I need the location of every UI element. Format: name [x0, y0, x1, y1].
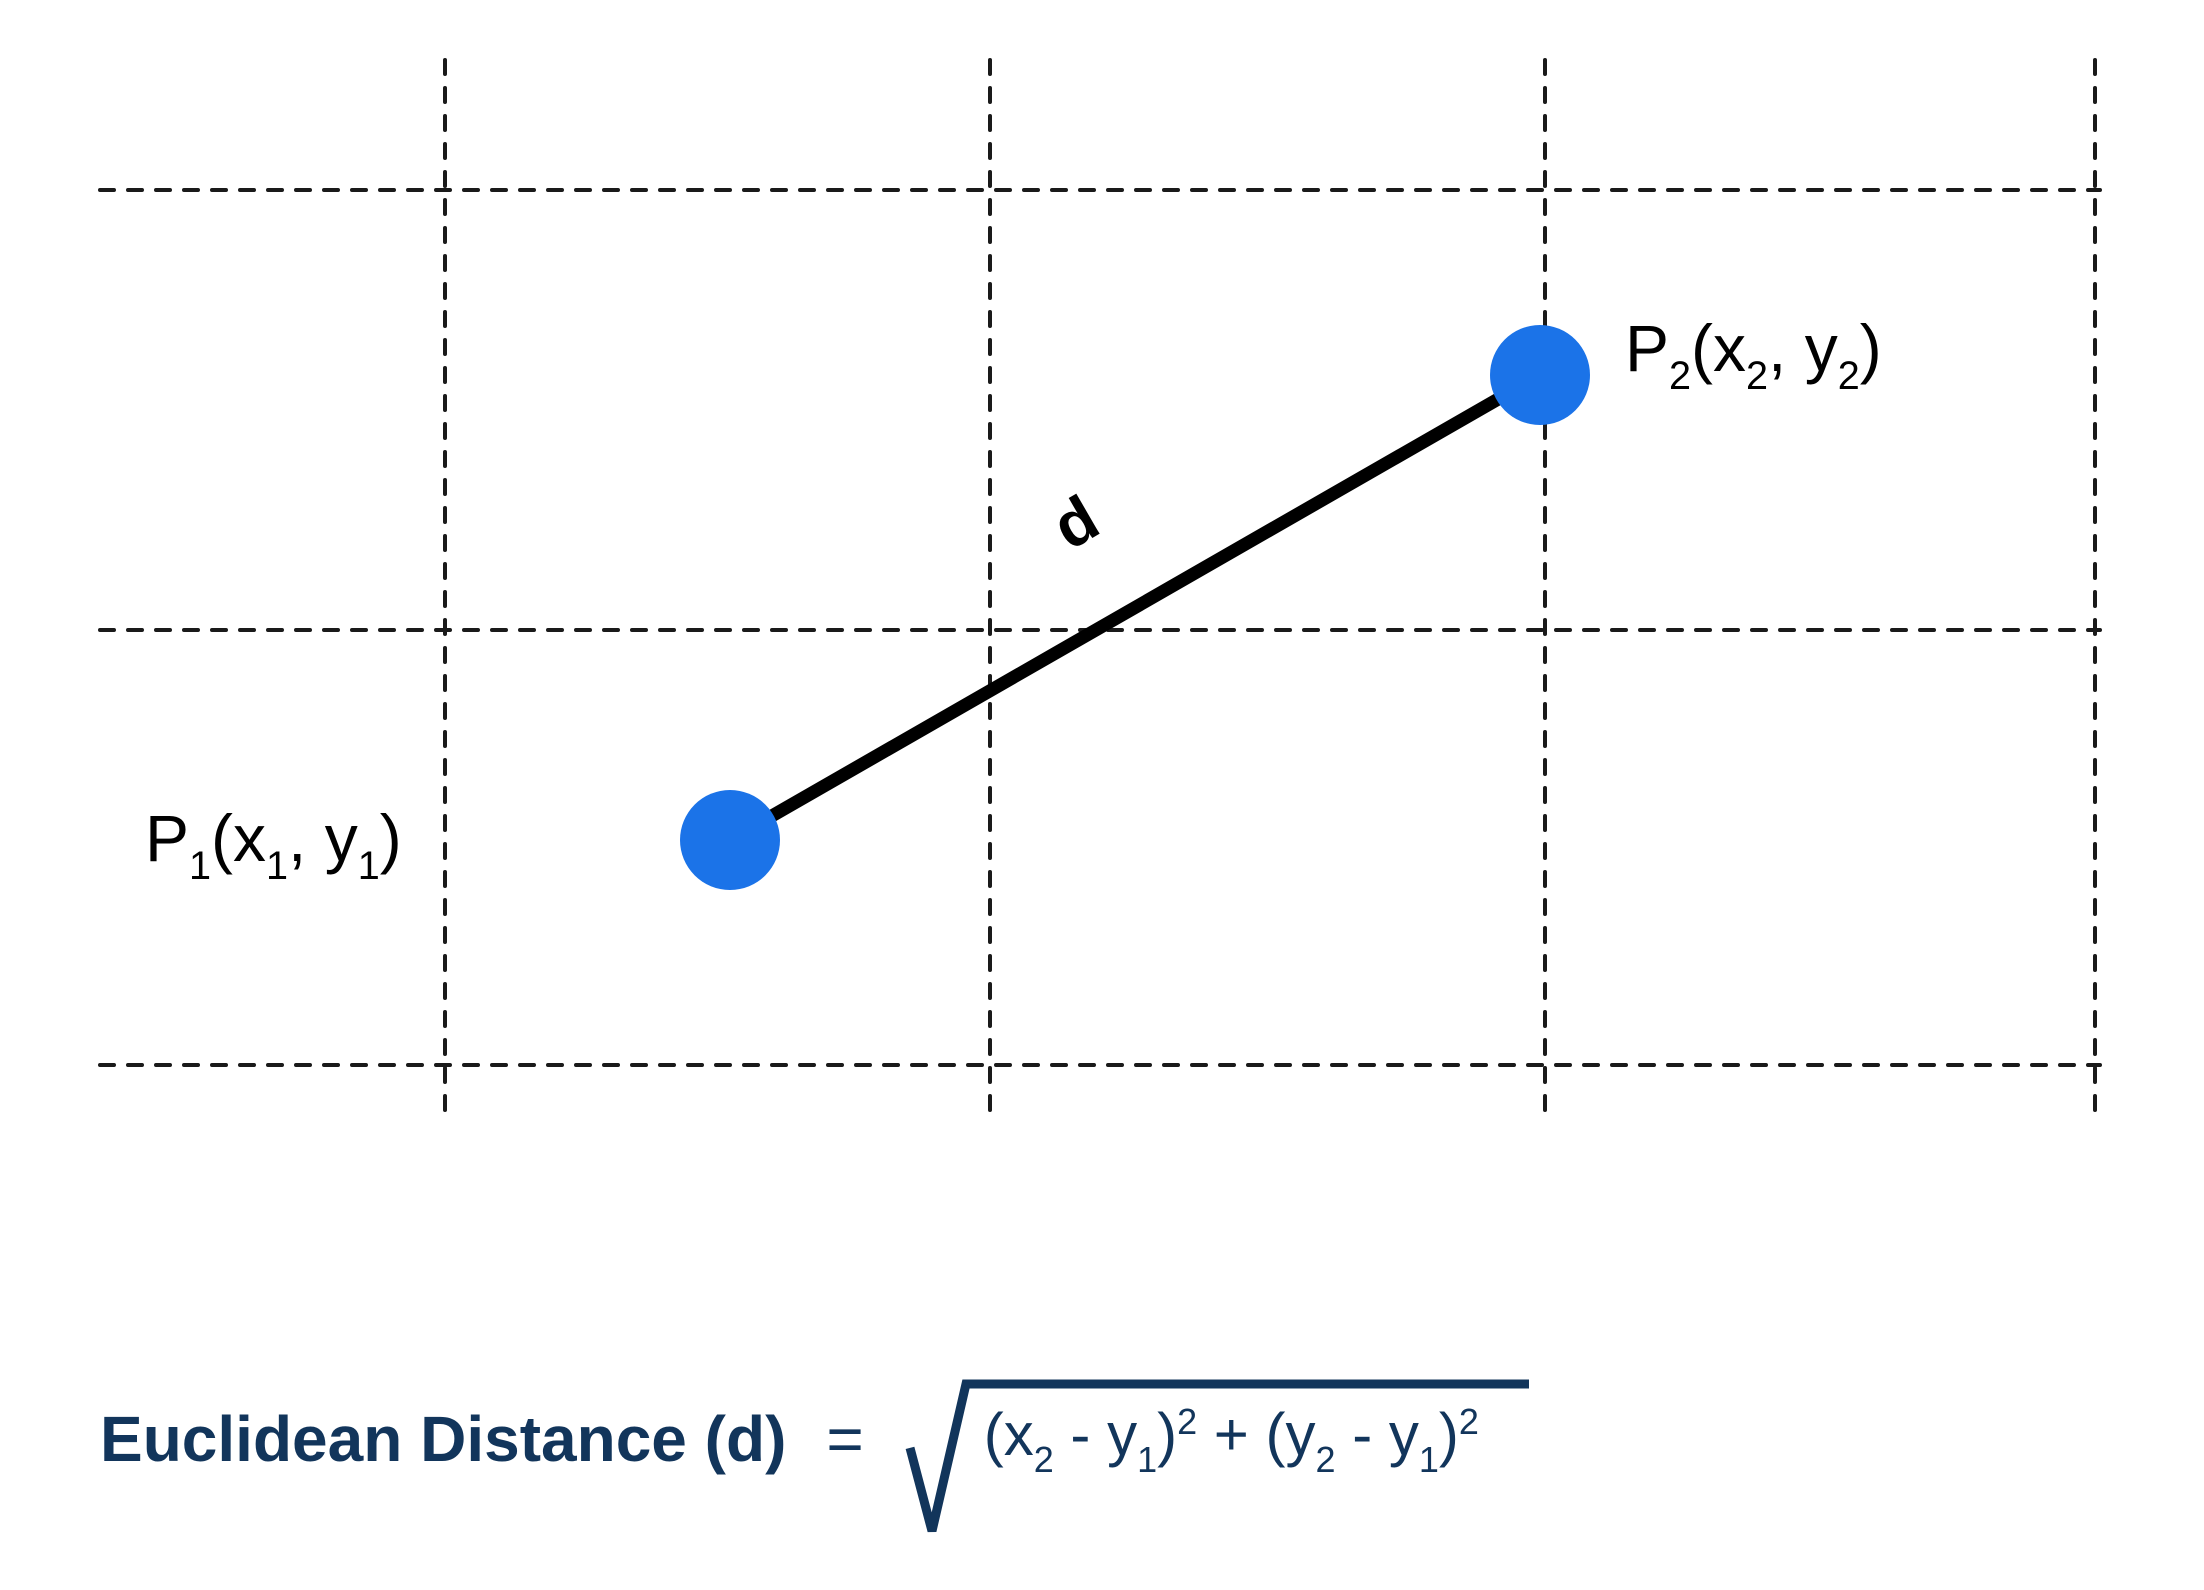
t1-sub1: 2 [1034, 1439, 1054, 1480]
p2-sub1: 2 [1669, 354, 1691, 398]
equals-sign: = [826, 1402, 863, 1476]
p2-base: P [1625, 311, 1669, 385]
p1-sub1: 1 [189, 844, 211, 888]
p1-subx: 1 [266, 844, 288, 888]
p1-open: (x [211, 801, 266, 875]
t1-sub2: 1 [1137, 1439, 1157, 1480]
point-p1-label: P1(x1, y1) [145, 800, 402, 885]
p1-suby: 1 [358, 844, 380, 888]
coordinate-grid [0, 0, 2204, 1590]
p1-base: P [145, 801, 189, 875]
p2-suby: 2 [1838, 354, 1860, 398]
p1-mid: , y [288, 801, 358, 875]
t2-sub2: 1 [1419, 1439, 1439, 1480]
p2-open: (x [1691, 311, 1746, 385]
formula-row: Euclidean Distance (d) = (x2 - y1)2 + (y… [100, 1380, 1529, 1497]
formula-rhs: (x2 - y1)2 + (y2 - y1)2 [904, 1380, 1529, 1497]
p2-close: ) [1860, 311, 1882, 385]
p2-subx: 2 [1746, 354, 1768, 398]
formula-label: Euclidean Distance (d) [100, 1402, 786, 1476]
t2-sub1: 2 [1316, 1439, 1336, 1480]
point-p2-label: P2(x2, y2) [1625, 310, 1882, 395]
p1-close: ) [380, 801, 402, 875]
p2-mid: , y [1768, 311, 1838, 385]
euclidean-distance-diagram: P1(x1, y1) P2(x2, y2) d Euclidean Distan… [0, 0, 2204, 1590]
